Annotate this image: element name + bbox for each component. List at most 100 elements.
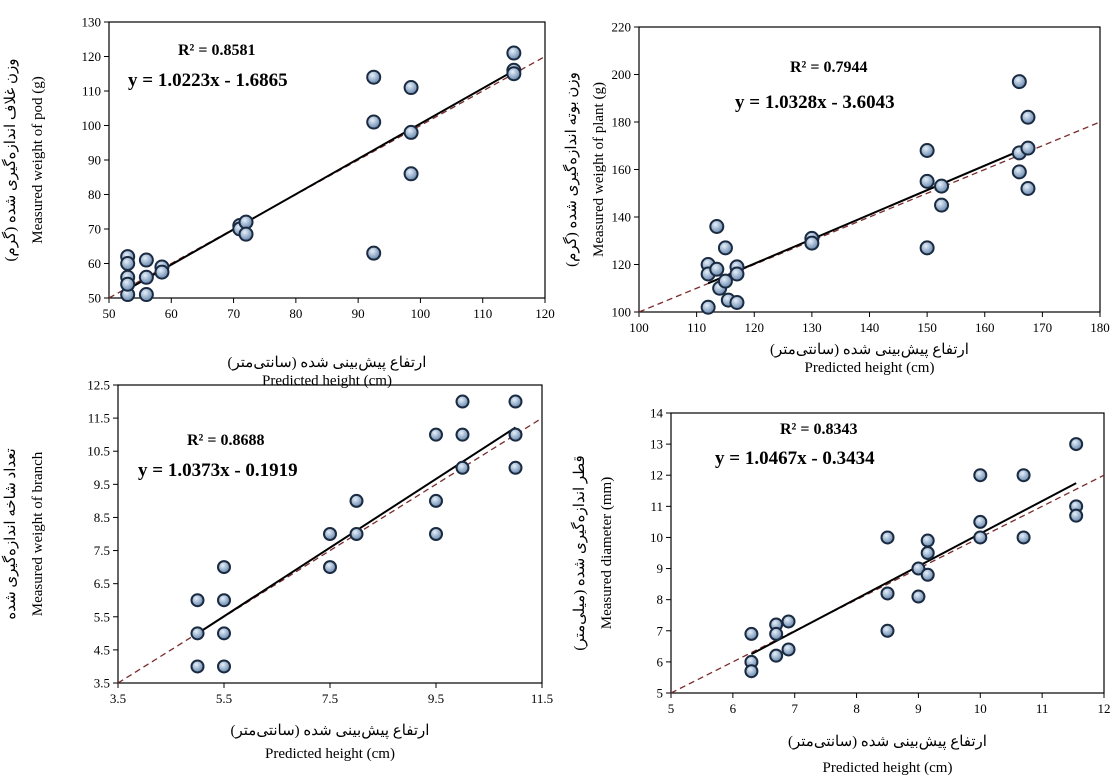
y-tick-label: 140	[612, 210, 632, 225]
x-tick-label: 5	[668, 701, 675, 716]
x-axis-label-english: Predicted height (cm)	[823, 760, 953, 776]
data-point	[1011, 164, 1027, 180]
data-point	[1069, 437, 1084, 452]
regression-equation: y = 1.0223x - 1.6865	[128, 70, 288, 91]
y-axis-label-english: Measured weight of branch	[30, 451, 46, 616]
data-point	[1020, 140, 1036, 156]
y-tick-label: 100	[82, 118, 102, 133]
data-point	[709, 261, 725, 277]
y-tick-label: 220	[612, 20, 632, 35]
data-point	[880, 623, 895, 638]
data-point	[973, 468, 988, 483]
x-axis-label-persian: ارتفاع پیش‌بینی شده (سانتی‌متر)	[770, 342, 969, 358]
x-tick-label: 50	[103, 306, 116, 321]
x-tick-label: 130	[802, 320, 822, 335]
data-point	[403, 124, 419, 140]
data-point	[1020, 109, 1036, 125]
chart-panel-1: 50 60 70 80 90 100 110 120 50 60 70 80 90 100 110 120 13…	[1, 15, 555, 390]
y-tick-label: 6.5	[94, 576, 110, 591]
data-point	[217, 560, 231, 575]
data-point	[455, 394, 470, 409]
data-point	[508, 460, 523, 475]
x-axis-label-english: Predicted height (cm)	[265, 746, 395, 762]
data-point	[138, 252, 154, 268]
y-tick-label: 120	[612, 257, 632, 272]
data-point	[366, 245, 382, 261]
data-point	[1011, 74, 1027, 90]
regression-line	[127, 69, 515, 291]
y-tick-label: 130	[82, 15, 102, 30]
plot-frame	[108, 21, 546, 299]
data-point	[403, 166, 419, 182]
data-point	[429, 427, 443, 442]
r-squared-label: R² = 0.8688	[187, 432, 264, 449]
data-point	[120, 256, 136, 271]
x-axis-label-english: Predicted height (cm)	[805, 360, 935, 376]
x-tick-label: 11.5	[531, 691, 553, 706]
x-tick-label: 120	[745, 320, 765, 335]
x-tick-label: 160	[975, 320, 995, 335]
y-tick-label: 160	[612, 162, 632, 177]
y-tick-label: 8.5	[94, 510, 110, 525]
data-point	[403, 80, 419, 96]
regression-equation: y = 1.0328x - 3.6043	[735, 92, 895, 113]
chart-panel-4: 5 6 7 8 9 10 11 12 5 6 7 8 9 10 11 12 13 14 R² = 0.8343 y =…	[570, 406, 1111, 777]
x-tick-label: 60	[165, 306, 178, 321]
data-point	[911, 561, 926, 576]
x-tick-label: 180	[1090, 320, 1110, 335]
x-tick-label: 120	[535, 306, 555, 321]
data-point	[366, 114, 382, 130]
data-point	[911, 589, 926, 604]
y-tick-label: 100	[612, 305, 632, 320]
data-point	[934, 178, 950, 194]
y-axis-label-persian: وزن غلاف اندازه‌گیری شده (گرم)	[1, 58, 19, 261]
x-tick-label: 11	[1036, 701, 1049, 716]
y-tick-label: 70	[88, 222, 101, 237]
data-point	[804, 235, 820, 251]
regression-equation: y = 1.0467x - 0.3434	[715, 448, 875, 469]
y-tick-label: 13	[650, 437, 663, 452]
data-point	[769, 648, 784, 663]
one-to-one-line	[117, 417, 543, 684]
data-point	[238, 214, 254, 230]
y-tick-label: 120	[82, 49, 102, 64]
y-tick-label: 9.5	[94, 477, 110, 492]
data-point	[429, 527, 443, 541]
y-axis-label-english: Measured weight of plant (g)	[591, 82, 607, 257]
x-axis-label-persian: ارتفاع پیش‌بینی شده (سانتی‌متر)	[788, 734, 987, 750]
data-point	[880, 586, 895, 601]
x-tick-label: 100	[411, 306, 431, 321]
y-tick-label: 7.5	[94, 543, 110, 558]
data-point	[709, 219, 725, 234]
data-point	[190, 626, 205, 641]
data-point	[323, 560, 337, 575]
x-tick-label: 110	[473, 306, 492, 321]
data-point	[769, 626, 784, 641]
data-point	[934, 197, 950, 213]
y-tick-label: 200	[612, 67, 632, 82]
y-tick-label: 12.5	[87, 378, 110, 393]
data-point	[729, 266, 745, 282]
x-tick-label: 6	[730, 701, 737, 716]
x-tick-label: 80	[289, 306, 302, 321]
y-tick-label: 50	[88, 291, 101, 306]
x-tick-label: 70	[227, 306, 240, 321]
data-point	[729, 295, 745, 310]
r-squared-label: R² = 0.7944	[790, 59, 867, 76]
x-tick-label: 3.5	[110, 691, 126, 706]
data-point	[217, 626, 231, 641]
x-tick-label: 8	[853, 701, 860, 716]
data-point	[744, 664, 759, 679]
x-tick-label: 100	[629, 320, 649, 335]
regression-equation: y = 1.0373x - 0.1919	[138, 460, 298, 481]
data-point	[973, 514, 988, 529]
x-tick-label: 9	[915, 701, 922, 716]
regression-line	[707, 146, 1029, 285]
data-point	[919, 173, 935, 189]
data-point	[138, 269, 154, 285]
y-axis-label-persian: قطر اندازه‌گیری شده (میلی‌متر)	[570, 455, 588, 650]
y-tick-label: 80	[88, 187, 101, 202]
data-point	[1016, 530, 1031, 545]
y-tick-label: 5	[657, 686, 664, 701]
y-tick-label: 7	[657, 623, 664, 638]
